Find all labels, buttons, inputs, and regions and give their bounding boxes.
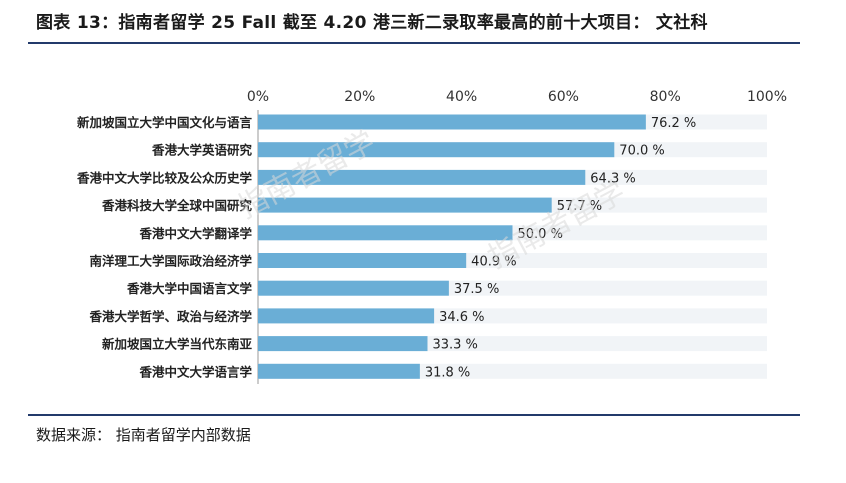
top-divider — [28, 42, 800, 44]
data-label: 31.8 % — [425, 365, 470, 380]
x-tick-label: 20% — [344, 89, 375, 105]
data-label: 76.2 % — [651, 116, 696, 131]
bar — [258, 308, 435, 324]
data-label: 70.0 % — [619, 144, 664, 159]
bottom-divider — [28, 414, 800, 416]
category-label: 新加坡国立大学当代东南亚 — [102, 337, 253, 352]
category-label: 香港大学哲学、政治与经济学 — [88, 309, 252, 324]
bar — [258, 336, 428, 352]
category-label: 香港大学英语研究 — [151, 143, 253, 158]
bar — [258, 225, 513, 241]
data-label: 34.6 % — [439, 310, 484, 325]
bar — [258, 363, 420, 379]
data-label: 33.3 % — [432, 338, 477, 353]
category-label: 南洋理工大学国际政治经济学 — [89, 254, 252, 269]
bar — [258, 114, 646, 130]
category-label: 香港中文大学语言学 — [138, 364, 252, 379]
category-label: 新加坡国立大学中国文化与语言 — [77, 115, 253, 130]
category-label: 香港大学中国语言文学 — [126, 281, 253, 296]
chart-title: 图表 13：指南者留学 25 Fall 截至 4.20 港三新二录取率最高的前十… — [36, 13, 708, 33]
category-label: 香港中文大学翻译学 — [138, 226, 252, 241]
x-tick-label: 100% — [747, 89, 787, 105]
x-tick-label: 0% — [247, 89, 269, 105]
data-label: 50.0 % — [518, 227, 563, 242]
category-label: 香港科技大学全球中国研究 — [101, 198, 253, 213]
bar — [258, 169, 586, 185]
data-label: 64.3 % — [590, 171, 635, 186]
data-label: 40.9 % — [471, 255, 516, 270]
data-label: 57.7 % — [557, 199, 602, 214]
bar — [258, 253, 467, 268]
bar — [258, 280, 449, 296]
x-tick-label: 80% — [650, 89, 681, 105]
bar — [258, 197, 552, 213]
x-tick-label: 60% — [548, 89, 579, 105]
bar — [258, 142, 615, 158]
data-label: 37.5 % — [454, 282, 499, 297]
data-source-note: 数据来源： 指南者留学内部数据 — [36, 426, 251, 444]
category-label: 香港中文大学比较及公众历史学 — [76, 170, 253, 185]
x-tick-label: 40% — [446, 89, 477, 105]
